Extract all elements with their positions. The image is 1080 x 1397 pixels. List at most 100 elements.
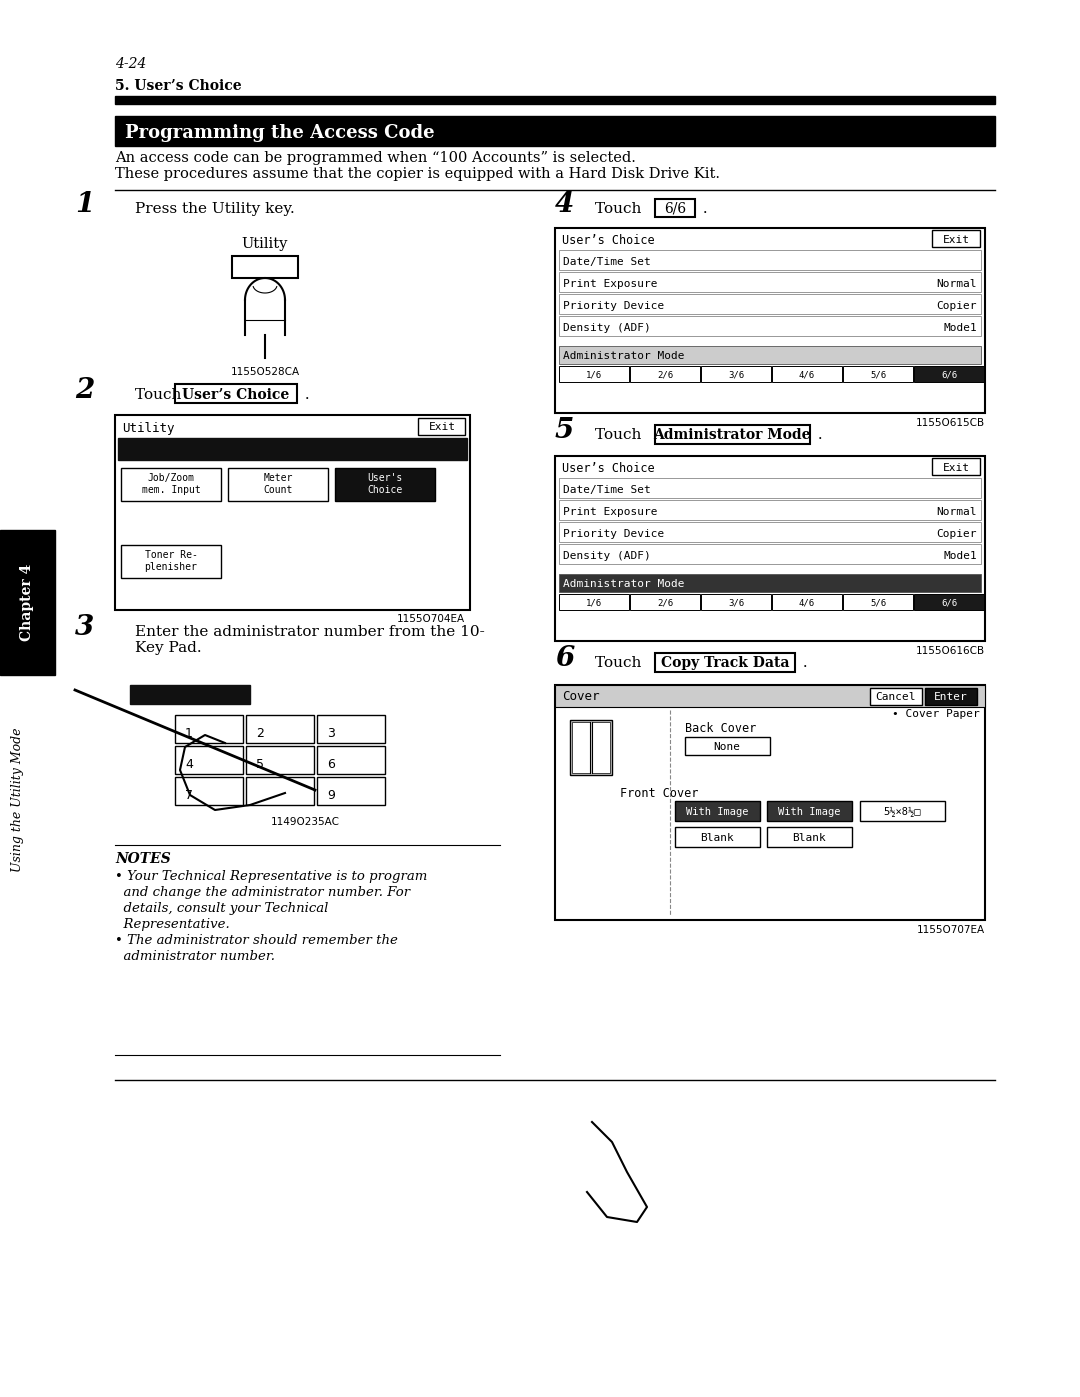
Text: • The administrator should remember the: • The administrator should remember the	[114, 935, 397, 947]
Text: None: None	[714, 742, 741, 752]
Text: Exit: Exit	[429, 422, 456, 432]
Bar	[246, 777, 314, 805]
Text: These procedures assume that the copier is equipped with a Hard Disk Drive Kit.: These procedures assume that the copier …	[114, 168, 720, 182]
Text: Administrator Mode: Administrator Mode	[563, 578, 685, 590]
Text: 5½×8½□: 5½×8½□	[883, 807, 921, 817]
Bar	[559, 574, 981, 592]
Text: 4: 4	[185, 759, 193, 771]
Text: Exit: Exit	[943, 462, 970, 474]
Text: Using the Utility Mode: Using the Utility Mode	[12, 728, 25, 872]
Text: Representative.: Representative.	[114, 918, 230, 930]
Text: Touch: Touch	[135, 388, 186, 402]
Bar	[121, 468, 221, 502]
Bar	[555, 685, 985, 707]
Text: User’s Choice: User’s Choice	[183, 388, 289, 402]
Text: 2/6: 2/6	[657, 599, 673, 608]
Bar	[559, 293, 981, 314]
Bar	[175, 777, 243, 805]
Text: 1155O616CB: 1155O616CB	[916, 645, 985, 657]
Bar	[246, 746, 314, 774]
Bar	[418, 418, 465, 434]
Text: Key Pad.: Key Pad.	[135, 641, 202, 655]
Bar	[318, 777, 384, 805]
Text: 1155O615CB: 1155O615CB	[916, 418, 985, 427]
Text: • Your Technical Representative is to program: • Your Technical Representative is to pr…	[114, 870, 428, 883]
Bar	[555, 228, 985, 414]
Text: 2: 2	[75, 377, 94, 404]
Bar	[592, 722, 610, 773]
Bar	[630, 594, 700, 610]
Bar	[654, 652, 795, 672]
Text: Normal: Normal	[936, 507, 977, 517]
Text: and change the administrator number. For: and change the administrator number. For	[114, 886, 410, 900]
Text: Touch: Touch	[595, 657, 646, 671]
Text: Print Exposure: Print Exposure	[563, 507, 658, 517]
Bar	[932, 458, 980, 475]
Bar	[572, 722, 590, 773]
Text: Utility: Utility	[242, 237, 288, 251]
Text: 9: 9	[327, 789, 335, 802]
Text: Blank: Blank	[792, 833, 826, 842]
Bar	[335, 468, 435, 502]
Text: .: .	[813, 427, 823, 441]
Text: Programming the Access Code: Programming the Access Code	[125, 124, 434, 142]
Text: 1: 1	[185, 726, 193, 740]
Text: Utility: Utility	[122, 422, 175, 434]
Text: Density (ADF): Density (ADF)	[563, 323, 651, 332]
Text: Enter the administrator number from the 10-: Enter the administrator number from the …	[135, 624, 485, 638]
Text: Mode1: Mode1	[943, 550, 977, 562]
Bar	[654, 198, 696, 217]
Text: Toner Re-
plenisher: Toner Re- plenisher	[145, 550, 198, 571]
Text: 4/6: 4/6	[799, 599, 815, 608]
Bar	[130, 685, 249, 704]
Text: 1149O235AC: 1149O235AC	[271, 817, 340, 827]
Text: 3: 3	[327, 726, 335, 740]
Text: 4: 4	[555, 191, 575, 218]
Text: Job/Zoom
mem. Input: Job/Zoom mem. Input	[141, 474, 201, 495]
Text: Cover: Cover	[562, 690, 599, 703]
Bar	[630, 366, 700, 381]
Bar	[559, 478, 981, 497]
Text: Normal: Normal	[936, 279, 977, 289]
Bar	[701, 366, 771, 381]
Text: 5: 5	[256, 759, 264, 771]
Text: Press the Utility key.: Press the Utility key.	[135, 203, 295, 217]
Text: 3/6: 3/6	[728, 599, 744, 608]
Bar	[914, 366, 984, 381]
Bar	[559, 500, 981, 520]
Bar	[767, 800, 852, 821]
Bar	[246, 715, 314, 743]
Bar	[559, 366, 629, 381]
Text: Density (ADF): Density (ADF)	[563, 550, 651, 562]
Text: 6/6: 6/6	[941, 372, 957, 380]
Text: 3: 3	[75, 615, 94, 641]
Bar	[559, 346, 981, 365]
Bar	[0, 529, 55, 675]
Bar	[175, 715, 243, 743]
Text: An access code can be programmed when “100 Accounts” is selected.: An access code can be programmed when “1…	[114, 151, 636, 165]
Text: User's
Choice: User's Choice	[367, 474, 403, 495]
Text: 5/6: 5/6	[869, 372, 886, 380]
Bar	[559, 316, 981, 337]
Text: 1155O707EA: 1155O707EA	[917, 925, 985, 935]
Bar	[914, 594, 984, 610]
Text: 6/6: 6/6	[664, 203, 686, 217]
Bar	[932, 231, 980, 247]
Bar	[675, 827, 760, 847]
Text: Copy Track Data: Copy Track Data	[661, 657, 789, 671]
Bar	[675, 800, 760, 821]
Bar	[555, 685, 985, 707]
Text: Copier: Copier	[936, 300, 977, 312]
Text: NOTES: NOTES	[114, 852, 171, 866]
Bar	[701, 594, 771, 610]
Text: 5. User’s Choice: 5. User’s Choice	[114, 80, 242, 94]
Text: Enter: Enter	[934, 692, 968, 703]
Text: • Cover Paper: • Cover Paper	[892, 710, 980, 719]
Text: .: .	[698, 203, 707, 217]
Text: administrator number.: administrator number.	[114, 950, 275, 963]
Text: 4-24: 4-24	[114, 57, 147, 71]
Text: With Image: With Image	[778, 807, 840, 817]
Bar	[318, 746, 384, 774]
Text: details, consult your Technical: details, consult your Technical	[114, 902, 328, 915]
Bar	[843, 594, 913, 610]
